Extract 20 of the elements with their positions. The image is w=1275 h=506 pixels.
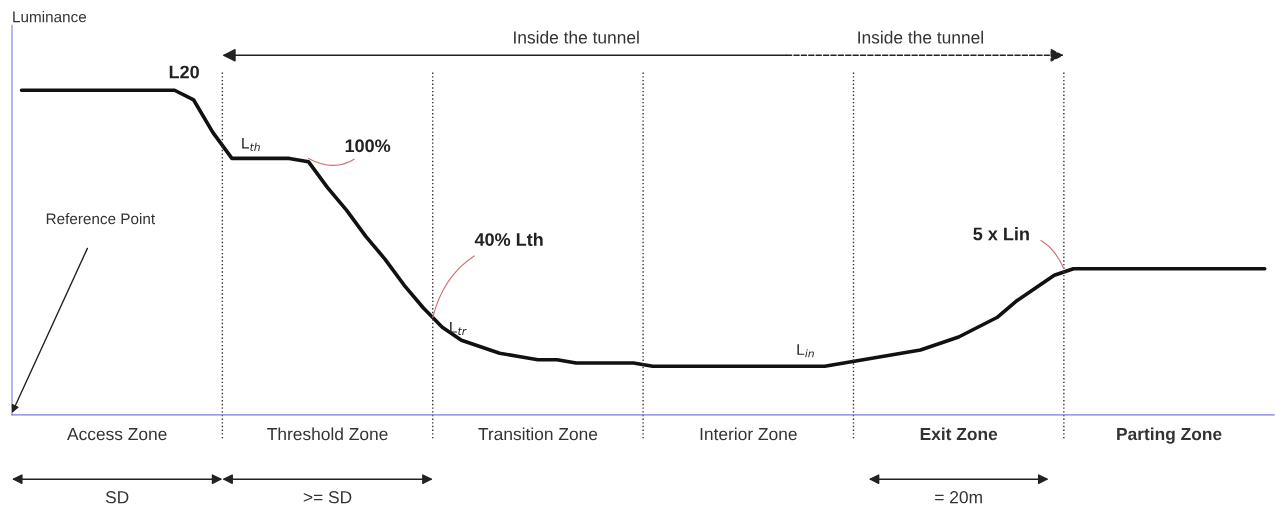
annotation: L$_{tr}$: [450, 322, 467, 336]
annotation: L$_{in}$: [797, 344, 814, 358]
text: SD: [105, 491, 129, 504]
text: L20: [169, 65, 199, 79]
annotation: 100%: [345, 139, 391, 153]
annotation: L$_{th}$: [242, 137, 260, 151]
y-axis-title: Luminance: [13, 11, 87, 23]
text: = 20m: [935, 491, 982, 504]
x-tick-label: Exit Zone: [920, 427, 998, 441]
x-tick-label: Parting Zone: [1117, 427, 1222, 444]
annotation: 40% Lth: [474, 232, 543, 246]
text: >= SD: [303, 491, 352, 504]
x-tick-label: Transition Zone: [478, 427, 598, 441]
annotation: 5 x Lin: [973, 227, 1029, 241]
annotation: Reference Point: [46, 212, 156, 225]
x-tick-label: Threshold Zone: [267, 427, 388, 441]
x-tick-label: Interior Zone: [700, 427, 797, 441]
text: Inside the tunnel: [858, 30, 983, 44]
x-tick-label: Access Zone: [67, 428, 167, 441]
text: Inside the tunnel: [514, 30, 639, 44]
